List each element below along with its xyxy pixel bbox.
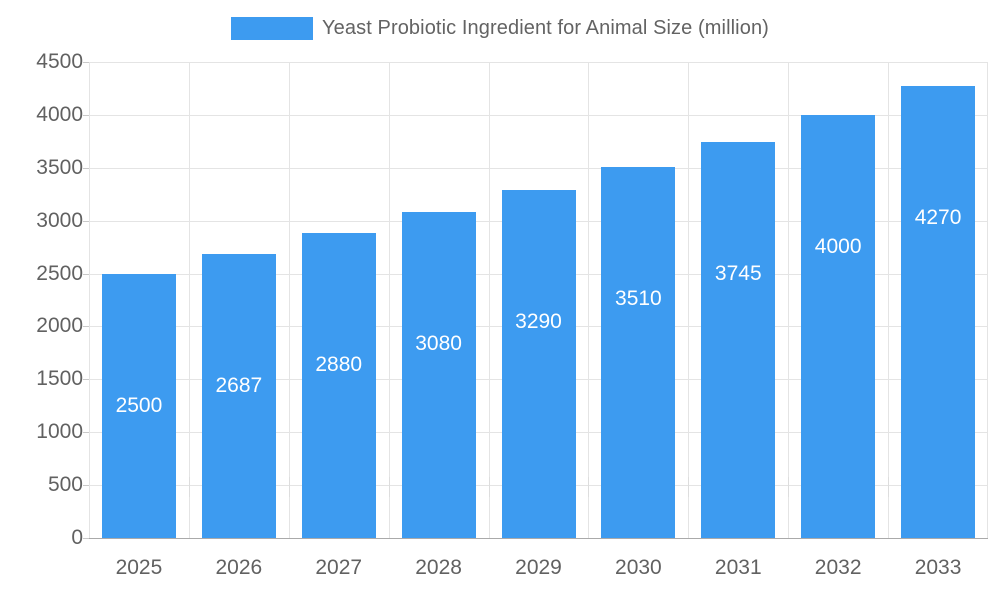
y-tick-label: 2500 [36, 261, 83, 285]
bar[interactable] [302, 233, 376, 538]
bar[interactable] [502, 190, 576, 538]
y-tick-mark [83, 167, 89, 169]
gridline-vertical [788, 62, 789, 538]
y-tick-label: 3000 [36, 208, 83, 232]
bar[interactable] [601, 166, 675, 538]
y-tick-label: 3500 [36, 155, 83, 179]
x-tick-mark [588, 477, 589, 497]
bar-value-label: 2687 [215, 373, 263, 397]
gridline-horizontal [89, 167, 988, 169]
x-tick-label: 2029 [515, 556, 562, 579]
y-tick-label: 1000 [36, 420, 83, 444]
x-tick-label: 2026 [215, 556, 263, 579]
y-tick-label: 500 [47, 473, 83, 497]
gridline-vertical [389, 62, 390, 538]
x-tick-label: 2032 [814, 556, 862, 579]
y-tick-label: 4500 [36, 50, 83, 73]
y-tick-label: 1500 [36, 367, 83, 391]
x-tick-label: 2031 [714, 556, 762, 579]
x-tick-label: 2028 [415, 556, 462, 579]
x-tick-mark [289, 477, 290, 497]
y-tick-mark [83, 273, 89, 275]
bar-value-label: 3080 [415, 332, 462, 356]
y-tick-label: 2000 [36, 314, 83, 338]
bar-value-label: 3290 [515, 309, 562, 333]
gridline-vertical [189, 62, 190, 538]
x-tick-label: 2033 [914, 556, 962, 579]
x-tick-mark [489, 477, 490, 497]
x-axis-line [89, 538, 988, 539]
bar-value-label: 3745 [714, 261, 762, 285]
x-tick-mark [788, 477, 789, 497]
y-tick-mark [83, 62, 89, 63]
chart-legend: Yeast Probiotic Ingredient for Animal Si… [0, 0, 1000, 56]
bar[interactable] [701, 141, 775, 538]
gridline-vertical [588, 62, 589, 538]
bar[interactable] [901, 86, 975, 538]
gridline-vertical [888, 62, 889, 538]
y-tick-mark [83, 379, 89, 381]
x-tick-label: 2027 [315, 556, 363, 579]
bar-value-label: 2500 [115, 393, 163, 417]
gridline-vertical [289, 62, 290, 538]
gridline-vertical-edge [89, 62, 90, 538]
x-tick-mark [389, 477, 390, 497]
gridline-vertical-edge [987, 62, 988, 538]
bar-value-label: 3510 [615, 286, 662, 310]
bar[interactable] [102, 273, 176, 538]
bar[interactable] [402, 212, 476, 538]
gridline-vertical [688, 62, 689, 538]
x-tick-label: 2025 [115, 556, 163, 579]
y-tick-mark [83, 538, 89, 539]
x-tick-mark [888, 477, 889, 497]
gridline-horizontal [89, 62, 988, 63]
plot-area: 2500 2687 2880 3080 3290 3510 3745 4000 4270 [83, 62, 988, 539]
legend-item-label: Yeast Probiotic Ingredient for Animal Si… [322, 16, 769, 39]
bar-value-label: 4270 [914, 206, 962, 230]
bar[interactable] [801, 114, 875, 538]
y-tick-label: 0 [71, 526, 83, 549]
bar[interactable] [202, 253, 276, 538]
gridline-vertical [489, 62, 490, 538]
y-tick-mark [83, 220, 89, 222]
gridline-horizontal [89, 114, 988, 116]
y-tick-mark [83, 432, 89, 434]
y-tick-mark [83, 485, 89, 487]
x-tick-label: 2030 [615, 556, 662, 579]
y-tick-label: 4000 [36, 102, 83, 126]
y-tick-mark [83, 326, 89, 328]
y-tick-mark [83, 114, 89, 116]
x-tick-mark [189, 477, 190, 497]
legend-item[interactable]: Yeast Probiotic Ingredient for Animal Si… [231, 16, 769, 40]
legend-swatch-icon [231, 16, 314, 40]
x-tick-mark [688, 477, 689, 497]
bar-value-label: 4000 [814, 234, 862, 258]
bar-value-label: 2880 [315, 353, 363, 377]
